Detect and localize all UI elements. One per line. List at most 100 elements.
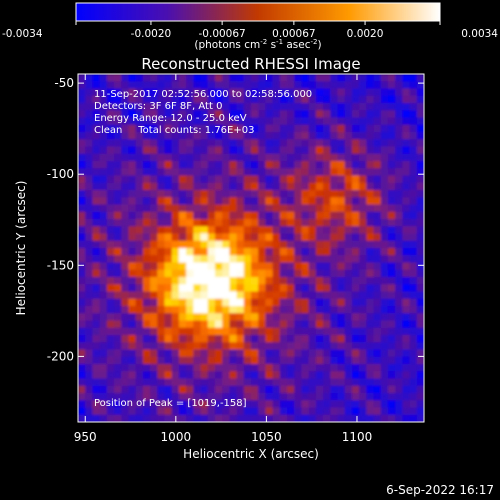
heatmap-cell [409,255,418,264]
heatmap-cell [416,110,424,119]
heatmap-cell [380,139,389,148]
heatmap-cell [366,400,375,409]
heatmap-cell [150,349,158,358]
heatmap-cell [171,168,180,177]
heatmap-cell [178,182,187,191]
heatmap-cell [366,219,375,227]
heatmap-cell [171,190,180,198]
heatmap-cell [402,400,411,409]
heatmap-cell [279,262,288,271]
heatmap-cell [85,88,94,97]
heatmap-cell [409,110,418,119]
heatmap-cell [243,175,252,184]
heatmap-cell [330,88,339,97]
heatmap-cell [337,414,346,422]
heatmap-cell [258,124,267,133]
heatmap-cell [402,81,411,90]
heatmap-cell [323,124,331,133]
heatmap-cell [78,306,86,314]
heatmap-cell [193,88,202,97]
heatmap-cell [308,378,317,387]
heatmap-cell [92,74,101,82]
heatmap-cell [106,190,115,198]
heatmap-cell [157,342,166,351]
heatmap-cell [229,204,238,213]
heatmap-cell [207,306,216,314]
heatmap-cell [265,385,274,394]
heatmap-cell [128,327,137,336]
heatmap-cell [222,407,230,416]
heatmap-cell [387,385,396,394]
heatmap-cell [344,88,353,97]
heatmap-cell [323,88,331,97]
heatmap-cell [164,117,173,126]
heatmap-cell [323,414,331,422]
heatmap-cell [157,211,166,220]
heatmap-cell [366,248,375,256]
heatmap-cell [150,74,158,82]
heatmap-cell [236,153,245,162]
heatmap-cell [178,226,187,235]
heatmap-cell [344,262,353,271]
heatmap-cell [229,211,238,220]
heatmap-cell [258,132,267,140]
heatmap-cell [171,378,180,387]
heatmap-cell [229,277,238,285]
heatmap-cell [294,204,303,213]
heatmap-cell [78,414,86,422]
heatmap-cell [323,248,331,256]
heatmap-cell [409,139,418,148]
heatmap-cell [258,291,267,300]
heatmap-cell [243,197,252,206]
heatmap-cell [359,117,367,126]
heatmap-cell [373,277,382,285]
heatmap-cell [200,226,209,235]
annotation-detectors: Detectors: 3F 6F 8F, Att 0 [94,101,222,112]
heatmap-cell [344,240,353,249]
heatmap-cell [287,291,295,300]
heatmap-cell [236,74,245,82]
heatmap-cell [92,197,101,206]
heatmap-cell [114,414,122,422]
heatmap-cell [207,320,216,329]
heatmap-cell [258,219,267,227]
heatmap-cell [207,400,216,409]
heatmap-cell [85,168,94,177]
heatmap-cell [402,255,411,264]
heatmap-cell [121,378,130,387]
heatmap-cell [128,81,137,90]
heatmap-cell [78,190,86,198]
heatmap-cell [373,132,382,140]
heatmap-cell [416,335,424,343]
heatmap-cell [330,393,339,401]
heatmap-cell [294,168,303,177]
heatmap-cell [200,146,209,155]
heatmap-cell [121,132,130,140]
heatmap-cell [337,240,346,249]
heatmap-cell [157,132,166,140]
heatmap-cell [265,277,274,285]
heatmap-cell [178,364,187,372]
heatmap-cell [416,211,424,220]
heatmap-cell [150,269,158,278]
heatmap-cell [265,327,274,336]
heatmap-cell [214,269,223,278]
heatmap-cell [99,132,108,140]
heatmap-cell [186,378,194,387]
heatmap-cell [258,161,267,169]
heatmap-cell [387,204,396,213]
heatmap-cell [251,74,259,82]
heatmap-cell [135,385,144,394]
heatmap-cell [344,168,353,177]
heatmap-cell [373,240,382,249]
heatmap-cell [416,385,424,394]
heatmap-cell [251,103,259,111]
heatmap-cell [243,284,252,293]
heatmap-cell [315,284,324,293]
heatmap-cell [121,103,130,111]
heatmap-cell [92,349,101,358]
heatmap-cell [157,153,166,162]
heatmap-cell [315,146,324,155]
heatmap-cell [258,400,267,409]
heatmap-cell [351,211,360,220]
